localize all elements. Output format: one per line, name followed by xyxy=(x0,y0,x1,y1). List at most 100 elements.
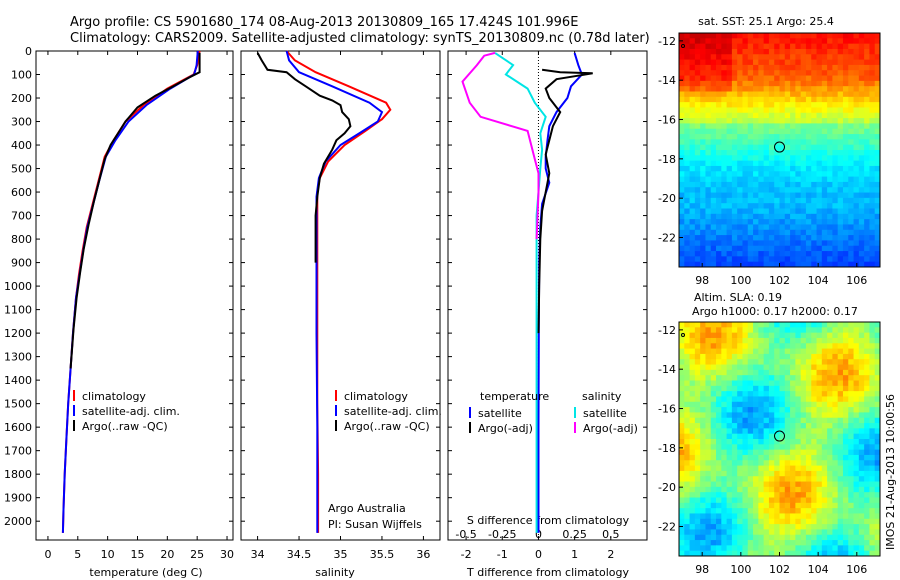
heatmap-cell xyxy=(689,332,696,339)
heatmap-cell xyxy=(721,439,728,445)
heatmap-cell xyxy=(816,165,823,172)
heatmap-cell xyxy=(710,465,717,472)
difference-xlabel: T difference from climatology xyxy=(466,566,629,579)
heatmap-cell xyxy=(758,545,765,552)
heatmap-cell xyxy=(726,497,733,504)
heatmap-cell xyxy=(679,417,685,424)
heatmap-cell xyxy=(795,213,802,220)
heatmap-cell xyxy=(800,144,807,151)
heatmap-cell xyxy=(779,176,786,183)
heatmap-cell xyxy=(832,513,839,520)
heatmap-cell xyxy=(721,327,728,334)
heatmap-cell xyxy=(869,134,876,140)
heatmap-cell xyxy=(864,534,870,541)
heatmap-cell xyxy=(842,364,849,371)
heatmap-cell xyxy=(758,550,765,557)
heatmap-cell xyxy=(848,107,854,114)
heatmap-cell xyxy=(742,412,749,419)
heatmap-cell xyxy=(864,96,870,103)
heatmap-cell xyxy=(721,428,728,435)
heatmap-cell xyxy=(832,337,839,344)
heatmap-cell xyxy=(689,33,696,39)
heatmap-cell xyxy=(758,534,765,541)
heatmap-cell xyxy=(795,401,802,408)
heatmap-cell xyxy=(837,412,844,419)
heatmap-cell xyxy=(784,43,791,50)
heatmap-cell xyxy=(832,38,839,45)
heatmap-cell xyxy=(716,444,722,451)
heatmap-cell xyxy=(790,391,796,397)
heatmap-cell xyxy=(763,513,770,520)
heatmap-cell xyxy=(874,327,881,334)
heatmap-cell xyxy=(737,348,743,355)
sla-map: Altim. SLA: 0.19 Argo h1000: 0.17 h2000:… xyxy=(658,291,881,576)
heatmap-cell xyxy=(726,245,733,252)
heatmap-cell xyxy=(684,385,690,392)
heatmap-cell xyxy=(842,470,849,477)
heatmap-cell xyxy=(731,332,738,339)
heatmap-cell xyxy=(821,256,828,263)
heatmap-cell xyxy=(753,401,759,408)
heatmap-cell xyxy=(842,64,849,71)
heatmap-cell xyxy=(705,369,712,376)
heatmap-cell xyxy=(795,364,802,371)
heatmap-cell xyxy=(837,128,844,135)
heatmap-cell xyxy=(800,197,807,204)
heatmap-cell xyxy=(753,128,759,135)
heatmap-cell xyxy=(816,534,823,541)
heatmap-cell xyxy=(694,118,701,124)
heatmap-cell xyxy=(790,486,796,493)
heatmap-cell xyxy=(726,33,733,39)
heatmap-cell xyxy=(858,417,865,424)
heatmap-cell xyxy=(700,524,706,530)
heatmap-cell xyxy=(758,497,765,504)
heatmap-cell xyxy=(763,144,770,151)
heatmap-cell xyxy=(700,235,706,241)
heatmap-cell xyxy=(864,428,870,435)
heatmap-cell xyxy=(790,481,796,488)
heatmap-cell xyxy=(874,80,881,87)
heatmap-cell xyxy=(848,80,854,87)
heatmap-cell xyxy=(768,476,775,482)
heatmap-cell xyxy=(816,91,823,98)
heatmap-cell xyxy=(858,454,865,461)
heatmap-cell xyxy=(869,219,876,225)
heatmap-cell xyxy=(710,407,717,413)
heatmap-cell xyxy=(779,203,786,209)
heatmap-cell xyxy=(784,240,791,247)
heatmap-cell xyxy=(694,508,701,514)
heatmap-cell xyxy=(726,144,733,151)
heatmap-cell xyxy=(858,428,865,435)
heatmap-cell xyxy=(842,219,849,225)
heatmap-cell xyxy=(694,251,701,257)
heatmap-cell xyxy=(689,476,696,482)
heatmap-cell xyxy=(737,176,743,183)
heatmap-cell xyxy=(753,240,759,247)
heatmap-cell xyxy=(721,219,728,225)
heatmap-cell xyxy=(737,192,743,199)
heatmap-cell xyxy=(694,171,701,177)
heatmap-cell xyxy=(710,213,717,220)
heatmap-cell xyxy=(700,337,706,344)
heatmap-cell xyxy=(684,70,690,76)
heatmap-cell xyxy=(721,80,728,87)
heatmap-cell xyxy=(874,508,881,514)
heatmap-cell xyxy=(821,508,828,514)
heatmap-cell xyxy=(827,208,833,215)
heatmap-cell xyxy=(779,449,786,456)
heatmap-cell xyxy=(689,181,696,188)
temperature-xlabel: temperature (deg C) xyxy=(89,566,202,579)
heatmap-cell xyxy=(811,322,817,328)
heatmap-cell xyxy=(837,545,844,552)
heatmap-cell xyxy=(737,240,743,247)
heatmap-cell xyxy=(821,64,828,71)
heatmap-cell xyxy=(737,219,743,225)
heatmap-cell xyxy=(827,449,833,456)
heatmap-cell xyxy=(800,449,807,456)
heatmap-cell xyxy=(784,359,791,365)
heatmap-cell xyxy=(758,240,765,247)
heatmap-cell xyxy=(731,80,738,87)
heatmap-cell xyxy=(737,433,743,440)
heatmap-cell xyxy=(726,502,733,509)
heatmap-cell xyxy=(832,139,839,146)
